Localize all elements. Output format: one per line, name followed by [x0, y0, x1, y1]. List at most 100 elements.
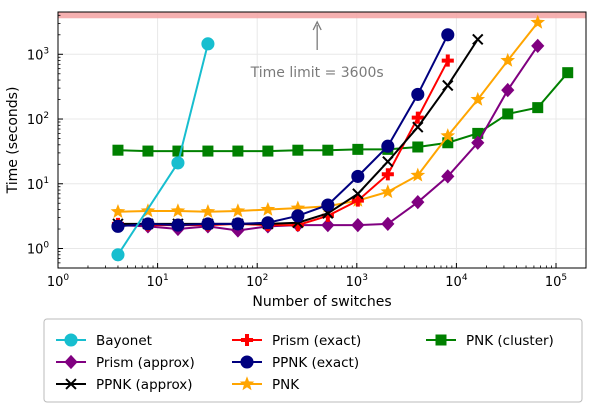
data-point — [201, 217, 215, 231]
data-point — [435, 334, 447, 346]
legend: Bayonet Prism (approx) PPNK (approx) Prism … — [43, 318, 583, 403]
legend-label: PPNK (exact) — [272, 355, 359, 371]
y-tick-label: 103 — [27, 46, 49, 63]
data-point — [470, 91, 486, 106]
data-point — [381, 216, 395, 232]
time-limit-arrowhead — [312, 20, 322, 31]
data-point — [441, 28, 455, 42]
legend-label: PNK — [272, 377, 300, 393]
data-point — [352, 188, 364, 200]
data-point — [230, 203, 246, 218]
x-tick-label: 104 — [445, 273, 468, 290]
series-prism-exact — [111, 54, 454, 232]
data-point — [200, 204, 216, 218]
series-ppnk-exact — [111, 28, 455, 233]
data-point — [502, 108, 514, 120]
data-point — [111, 248, 125, 262]
y-axis-title: Time (seconds) — [5, 87, 21, 195]
data-point — [232, 145, 244, 157]
data-point — [240, 355, 254, 369]
grid — [57, 12, 586, 268]
data-point — [501, 82, 515, 98]
x-tick-label: 102 — [246, 273, 268, 290]
series-line — [117, 34, 449, 228]
x-axis-title: Number of switches — [252, 294, 391, 310]
data-point — [231, 217, 245, 231]
x-tick-label: 103 — [346, 273, 368, 290]
series-ppnk-approx — [112, 33, 484, 230]
data-point — [500, 52, 516, 67]
data-point — [171, 156, 185, 170]
legend-label: Prism (exact) — [272, 333, 361, 349]
data-point — [472, 33, 484, 46]
data-point — [201, 37, 215, 51]
y-tick-label: 102 — [27, 111, 49, 128]
data-point — [172, 145, 184, 157]
data-point — [142, 145, 154, 157]
legend-item: PPNK (approx) — [56, 377, 193, 393]
data-point — [141, 217, 155, 231]
data-point — [412, 141, 424, 153]
data-point — [321, 209, 334, 222]
x-tick-label: 100 — [47, 273, 70, 290]
x-tick-label: 105 — [545, 273, 567, 290]
time-limit-band — [58, 12, 586, 50]
x-tick-label: 101 — [146, 273, 168, 290]
data-point — [202, 145, 214, 157]
series-bayonet — [111, 37, 215, 262]
legend-item: PNK (cluster) — [426, 333, 554, 349]
data-point — [442, 137, 454, 149]
data-point — [411, 87, 425, 101]
data-point — [262, 145, 274, 157]
y-tick-label: 100 — [27, 241, 50, 258]
y-tick-label: 101 — [27, 176, 49, 193]
data-point — [321, 198, 335, 212]
legend-label: Bayonet — [96, 333, 152, 349]
data-point — [351, 217, 365, 233]
legend-item: PPNK (exact) — [232, 355, 359, 371]
data-point — [440, 128, 456, 143]
data-point — [65, 378, 77, 390]
data-point — [290, 200, 306, 215]
data-point — [170, 203, 186, 218]
data-point — [322, 144, 334, 156]
data-point — [381, 168, 394, 181]
data-point — [240, 333, 254, 347]
data-point — [381, 139, 395, 153]
series-line — [117, 60, 449, 227]
data-point — [531, 38, 545, 54]
data-point — [441, 54, 454, 67]
plot-frame — [57, 11, 587, 269]
data-point — [412, 121, 424, 133]
data-point — [352, 143, 364, 155]
data-point — [64, 333, 78, 347]
legend-label: Prism (approx) — [96, 355, 195, 371]
data-point — [171, 218, 185, 232]
time-limit-band-rect — [58, 12, 586, 19]
data-point — [351, 194, 364, 207]
data-point — [321, 217, 335, 233]
data-point — [532, 102, 544, 114]
data-point — [260, 201, 276, 216]
data-point — [111, 219, 125, 233]
data-point — [562, 67, 574, 79]
series-pnk — [110, 14, 546, 218]
legend-item: Prism (exact) — [232, 333, 361, 349]
series-line — [117, 72, 569, 153]
data-point — [411, 195, 425, 210]
time-limit-label: Time limit = 3600s — [250, 65, 384, 81]
data-point — [442, 79, 454, 92]
legend-label: PPNK (approx) — [96, 377, 193, 393]
data-point — [261, 216, 275, 230]
data-point — [382, 155, 394, 168]
series-layer — [110, 14, 574, 262]
data-point — [292, 144, 304, 156]
data-point — [110, 204, 126, 218]
data-point — [112, 144, 124, 156]
data-point — [441, 169, 455, 184]
legend-label: PNK (cluster) — [466, 333, 554, 349]
data-point — [351, 169, 365, 183]
series-pnk-cluster — [112, 67, 574, 157]
legend-item: PNK — [232, 376, 300, 393]
